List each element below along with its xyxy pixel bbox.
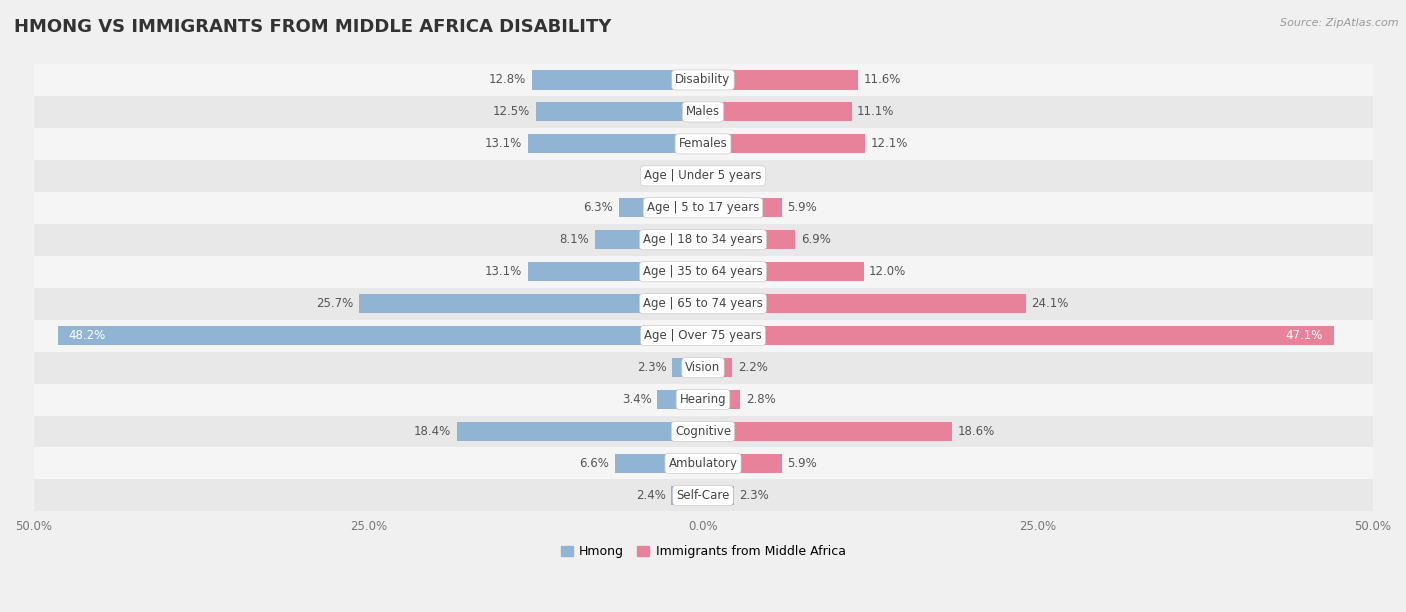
Text: HMONG VS IMMIGRANTS FROM MIDDLE AFRICA DISABILITY: HMONG VS IMMIGRANTS FROM MIDDLE AFRICA D… — [14, 18, 612, 36]
Bar — [34, 256, 1372, 288]
Text: Age | Under 5 years: Age | Under 5 years — [644, 170, 762, 182]
Bar — [34, 288, 1372, 319]
Text: Age | 65 to 74 years: Age | 65 to 74 years — [643, 297, 763, 310]
Bar — [703, 358, 733, 377]
Text: 2.8%: 2.8% — [745, 393, 776, 406]
Bar — [703, 422, 952, 441]
Text: Vision: Vision — [685, 361, 721, 374]
Bar — [703, 166, 718, 185]
Text: 24.1%: 24.1% — [1031, 297, 1069, 310]
Bar — [34, 64, 1372, 96]
Text: Females: Females — [679, 137, 727, 151]
Text: 18.4%: 18.4% — [413, 425, 451, 438]
Bar — [703, 390, 741, 409]
Text: Age | 35 to 64 years: Age | 35 to 64 years — [643, 265, 763, 278]
Bar — [703, 454, 782, 473]
Text: 12.0%: 12.0% — [869, 265, 907, 278]
Text: Males: Males — [686, 105, 720, 118]
Bar — [34, 447, 1372, 479]
Bar — [34, 160, 1372, 192]
Bar — [619, 198, 703, 217]
Text: 13.1%: 13.1% — [485, 265, 522, 278]
Text: 2.3%: 2.3% — [740, 489, 769, 502]
Text: 47.1%: 47.1% — [1285, 329, 1323, 342]
Bar — [34, 384, 1372, 416]
Text: 13.1%: 13.1% — [485, 137, 522, 151]
Bar — [614, 454, 703, 473]
Text: 12.1%: 12.1% — [870, 137, 908, 151]
Text: 11.6%: 11.6% — [863, 73, 901, 86]
Text: Disability: Disability — [675, 73, 731, 86]
Text: 5.9%: 5.9% — [787, 457, 817, 470]
Bar — [34, 192, 1372, 224]
Bar — [34, 416, 1372, 447]
Text: Self-Care: Self-Care — [676, 489, 730, 502]
Text: 12.5%: 12.5% — [494, 105, 530, 118]
Bar — [536, 102, 703, 122]
Text: Age | 18 to 34 years: Age | 18 to 34 years — [643, 233, 763, 246]
Text: 11.1%: 11.1% — [858, 105, 894, 118]
Bar — [457, 422, 703, 441]
Text: Hearing: Hearing — [679, 393, 727, 406]
Bar — [671, 486, 703, 505]
Text: 1.2%: 1.2% — [724, 170, 754, 182]
Bar — [58, 326, 703, 345]
Text: Age | 5 to 17 years: Age | 5 to 17 years — [647, 201, 759, 214]
Text: Age | Over 75 years: Age | Over 75 years — [644, 329, 762, 342]
Bar — [34, 96, 1372, 128]
Text: 3.4%: 3.4% — [623, 393, 652, 406]
Text: Source: ZipAtlas.com: Source: ZipAtlas.com — [1281, 18, 1399, 28]
Bar — [531, 70, 703, 89]
Bar — [34, 351, 1372, 384]
Text: 12.8%: 12.8% — [489, 73, 526, 86]
Bar — [595, 230, 703, 249]
Bar — [703, 134, 865, 154]
Text: 25.7%: 25.7% — [316, 297, 353, 310]
Bar — [703, 198, 782, 217]
Text: Ambulatory: Ambulatory — [668, 457, 738, 470]
Bar — [672, 358, 703, 377]
Bar — [34, 479, 1372, 512]
Bar — [527, 134, 703, 154]
Text: 5.9%: 5.9% — [787, 201, 817, 214]
Text: 2.3%: 2.3% — [637, 361, 666, 374]
Text: 8.1%: 8.1% — [560, 233, 589, 246]
Bar — [34, 224, 1372, 256]
Bar — [689, 166, 703, 185]
Text: 6.3%: 6.3% — [583, 201, 613, 214]
Bar — [703, 326, 1334, 345]
Bar — [658, 390, 703, 409]
Bar — [703, 230, 796, 249]
Text: 2.2%: 2.2% — [738, 361, 768, 374]
Bar — [703, 262, 863, 282]
Text: 2.4%: 2.4% — [636, 489, 665, 502]
Bar — [34, 128, 1372, 160]
Bar — [359, 294, 703, 313]
Text: Cognitive: Cognitive — [675, 425, 731, 438]
Text: 48.2%: 48.2% — [69, 329, 105, 342]
Bar — [34, 319, 1372, 351]
Bar — [527, 262, 703, 282]
Text: 1.1%: 1.1% — [652, 170, 683, 182]
Bar — [703, 486, 734, 505]
Bar — [703, 70, 858, 89]
Legend: Hmong, Immigrants from Middle Africa: Hmong, Immigrants from Middle Africa — [555, 540, 851, 563]
Text: 6.9%: 6.9% — [801, 233, 831, 246]
Bar — [703, 294, 1026, 313]
Text: 6.6%: 6.6% — [579, 457, 609, 470]
Bar — [703, 102, 852, 122]
Text: 18.6%: 18.6% — [957, 425, 994, 438]
